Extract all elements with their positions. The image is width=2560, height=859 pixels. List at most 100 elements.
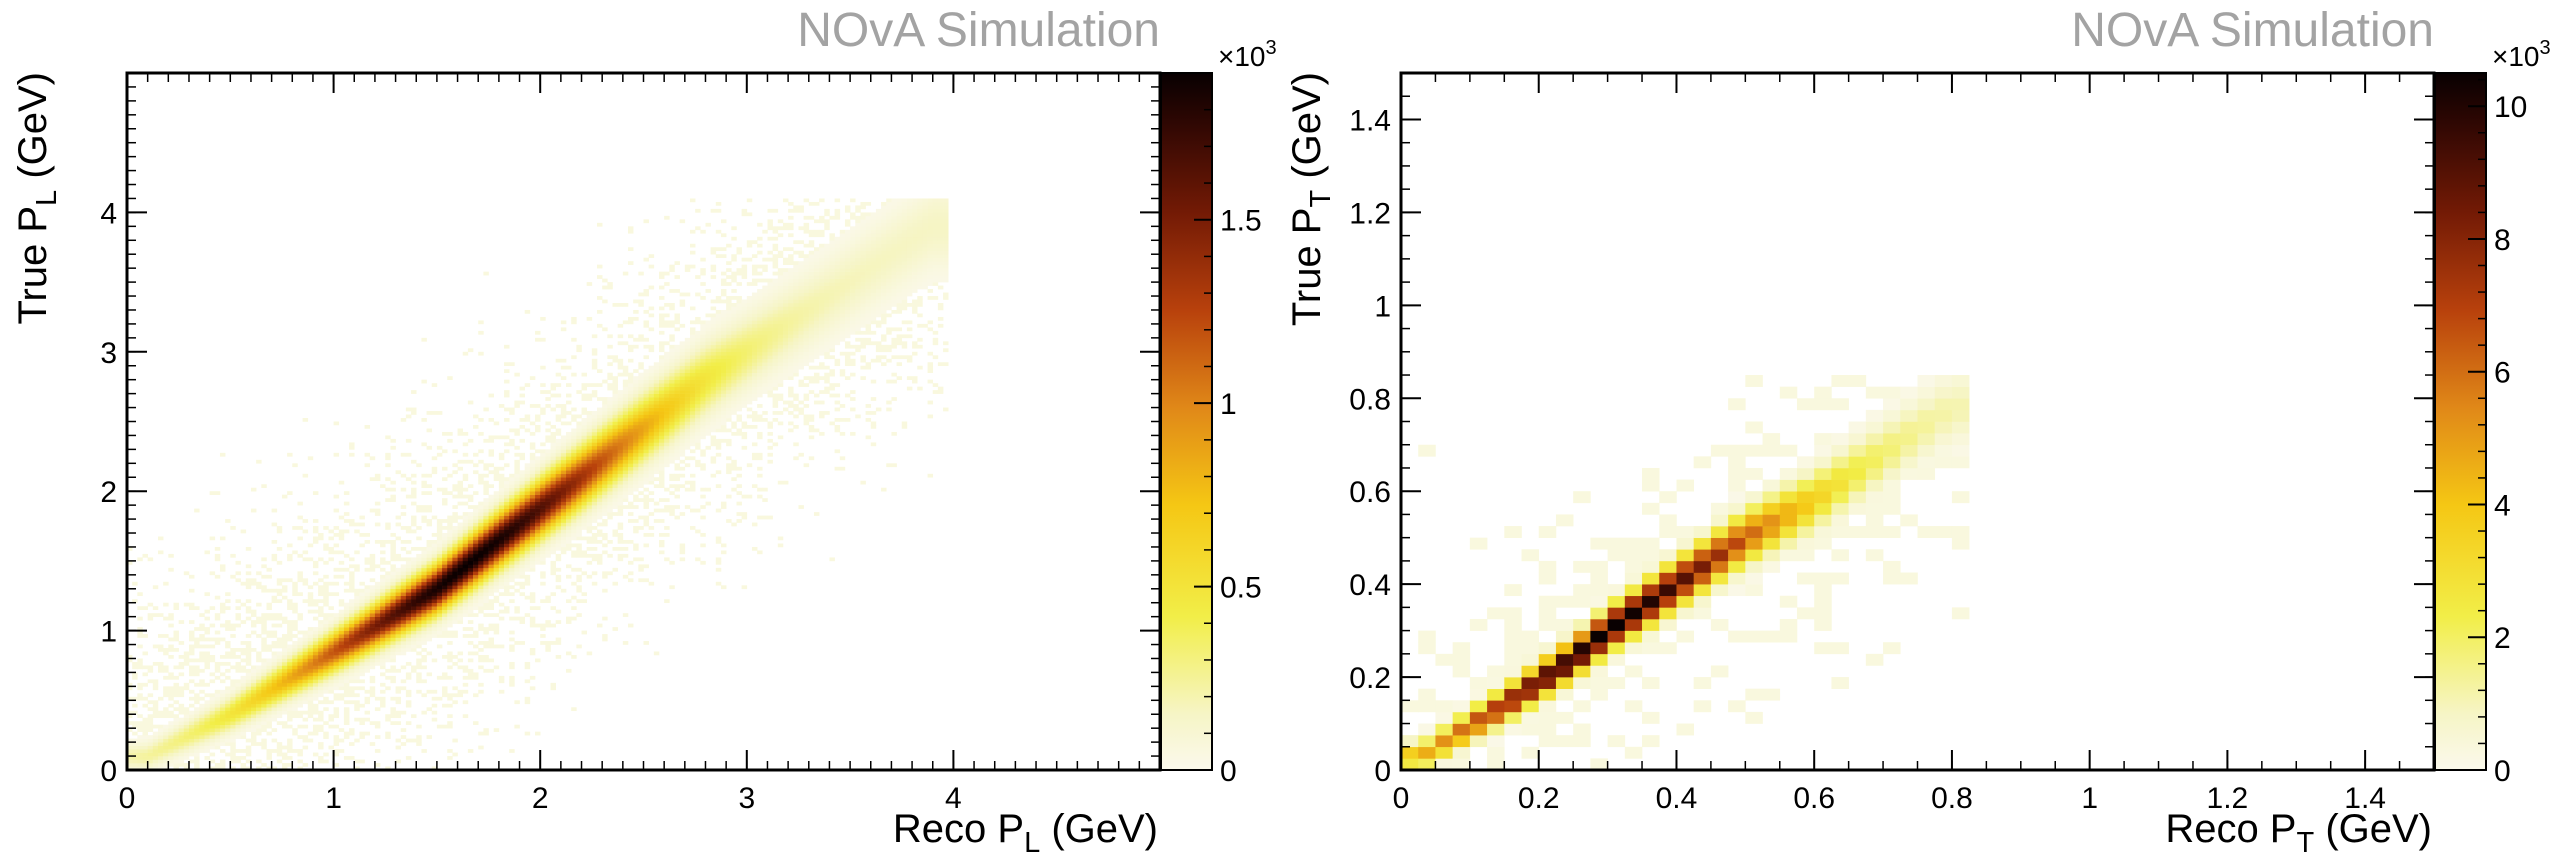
heatmap-cell <box>426 588 433 593</box>
heatmap-cell <box>261 672 267 677</box>
heatmap-cell <box>509 630 515 635</box>
heatmap-cell <box>695 386 701 391</box>
heatmap-cell <box>483 438 489 443</box>
heatmap-cell <box>235 731 241 736</box>
heatmap-cell <box>689 337 696 342</box>
heatmap-cell <box>369 644 376 649</box>
heatmap-cell <box>695 226 701 231</box>
heatmap-cell <box>689 480 696 485</box>
heatmap-cell <box>473 721 479 725</box>
heatmap-cell <box>488 602 495 607</box>
heatmap-cell <box>168 648 174 652</box>
heatmap-cell <box>498 526 505 530</box>
heatmap-cell <box>214 553 221 558</box>
heatmap-cell <box>674 362 680 367</box>
heatmap-cell <box>560 543 567 548</box>
heatmap-cell <box>225 592 231 597</box>
heatmap-cell <box>555 620 562 624</box>
heatmap-cell <box>214 738 221 743</box>
heatmap-cell <box>731 303 737 307</box>
heatmap-cell <box>292 581 298 586</box>
heatmap-cell <box>659 480 665 485</box>
heatmap-cell <box>535 404 541 408</box>
heatmap-cell <box>571 505 577 509</box>
heatmap-cell <box>416 567 422 572</box>
heatmap-cell <box>452 606 458 610</box>
heatmap-cell <box>333 620 340 624</box>
heatmap-cell <box>597 309 603 314</box>
heatmap-cell <box>674 435 680 440</box>
heatmap-cell <box>292 651 298 656</box>
heatmap-cell <box>421 442 427 447</box>
heatmap-cell <box>679 411 686 415</box>
heatmap-cell <box>194 763 200 767</box>
heatmap-cell <box>700 421 706 426</box>
heatmap-cell <box>333 533 340 537</box>
heatmap-cell <box>695 393 701 398</box>
heatmap-cell <box>638 435 644 440</box>
heatmap-cell <box>674 376 680 380</box>
heatmap-cell <box>535 466 541 471</box>
heatmap-cell <box>478 418 484 422</box>
heatmap-cell <box>333 710 340 715</box>
heatmap-cell <box>535 501 541 506</box>
heatmap-cell <box>560 452 567 457</box>
heatmap-cell <box>369 627 376 631</box>
heatmap-cell <box>669 358 675 363</box>
heatmap-cell <box>638 407 644 412</box>
heatmap-cell <box>235 710 241 715</box>
heatmap-cell <box>199 714 205 719</box>
heatmap-cell <box>328 606 334 610</box>
heatmap-cell <box>514 494 520 499</box>
heatmap-cell <box>292 623 298 628</box>
heatmap-cell <box>488 498 495 502</box>
heatmap-cell <box>204 693 210 698</box>
heatmap-cell <box>478 431 484 436</box>
heatmap-cell <box>478 546 484 551</box>
heatmap-cell <box>731 400 737 405</box>
heatmap-cell <box>612 414 618 419</box>
heatmap-cell <box>493 557 500 562</box>
heatmap-cell <box>188 738 195 743</box>
heatmap-cell <box>323 602 329 607</box>
heatmap-cell <box>240 620 247 624</box>
heatmap-cell <box>710 327 717 332</box>
heatmap-cell <box>638 557 644 562</box>
heatmap-cell <box>281 763 288 767</box>
heatmap-cell <box>157 731 164 736</box>
heatmap-cell <box>168 567 174 572</box>
heatmap-cell <box>659 442 665 447</box>
heatmap-cell <box>669 418 675 422</box>
heatmap-cell <box>622 418 629 422</box>
heatmap-cell <box>509 592 515 597</box>
heatmap-cell <box>643 505 649 509</box>
heatmap-cell <box>240 735 247 739</box>
heatmap-cell <box>607 421 613 426</box>
heatmap-cell <box>395 634 402 638</box>
heatmap-cell <box>535 557 541 562</box>
heatmap-cell <box>633 424 639 429</box>
heatmap-cell <box>462 477 469 482</box>
heatmap-cell <box>457 491 464 495</box>
heatmap-cell <box>715 383 722 387</box>
heatmap-cell <box>245 693 252 698</box>
heatmap-cell <box>509 648 515 652</box>
heatmap-cell <box>514 452 520 457</box>
heatmap-cell <box>142 672 148 677</box>
heatmap-cell <box>638 428 644 433</box>
heatmap-cell <box>581 498 587 502</box>
heatmap-cell <box>287 763 293 767</box>
heatmap-cell <box>240 724 247 729</box>
heatmap-cell <box>421 613 427 617</box>
heatmap-cell <box>142 724 148 729</box>
heatmap-cell <box>307 707 314 712</box>
heatmap-cell <box>266 731 272 736</box>
heatmap-cell <box>431 383 438 387</box>
heatmap-cell <box>245 700 252 705</box>
heatmap-cell <box>653 452 660 457</box>
heatmap-cell <box>560 508 567 513</box>
heatmap-cell <box>343 641 350 645</box>
heatmap-cell <box>705 372 711 377</box>
heatmap-cell <box>664 313 670 318</box>
heatmap-cell <box>555 449 562 454</box>
